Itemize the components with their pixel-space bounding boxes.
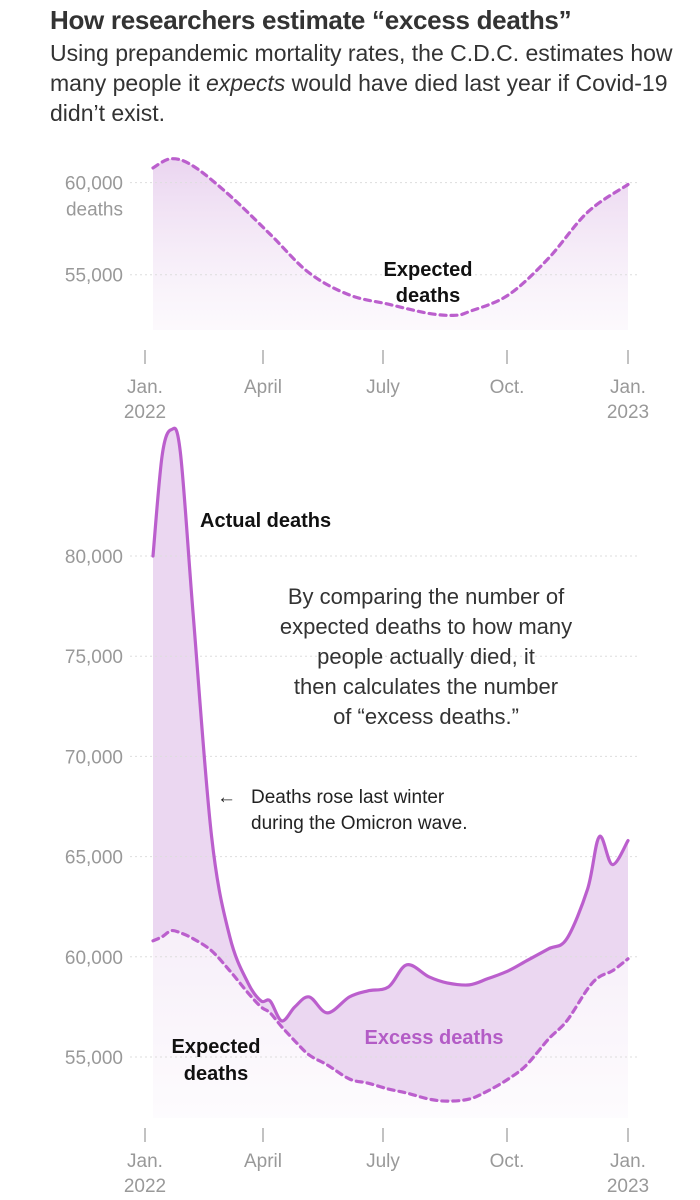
bottom-y-tick-label: 80,000	[65, 547, 123, 568]
subtitle-part-1: Using prepandemic mortality rates, the C…	[50, 40, 673, 96]
explanation-line: then calculates the number	[294, 674, 558, 699]
chart-subtitle: Using prepandemic mortality rates, the C…	[50, 38, 680, 128]
top-x-tick-label: Jan.	[610, 377, 646, 398]
explanation-line: expected deaths to how many	[280, 614, 572, 639]
top-x-tick-label: Oct.	[490, 377, 525, 398]
top-x-tick-label: April	[244, 377, 282, 398]
bottom-y-tick-label: 65,000	[65, 848, 123, 869]
bottom-x-tick-label: July	[366, 1151, 400, 1172]
bottom-expected-label: deaths	[184, 1063, 248, 1085]
top-y-tick-label: 60,000	[65, 174, 123, 195]
bottom-x-tick-label: April	[244, 1151, 282, 1172]
explanation-line: By comparing the number of	[288, 584, 565, 609]
bottom-x-tick-year: 2023	[607, 1176, 649, 1197]
bottom-y-tick-label: 60,000	[65, 948, 123, 969]
bottom-expected-label: Expected	[172, 1036, 261, 1058]
top-expected-area	[153, 158, 628, 330]
top-y-unit-label: deaths	[66, 200, 123, 221]
explanation-line: people actually died, it	[317, 644, 535, 669]
top-expected-label: Expected	[384, 259, 473, 281]
omicron-label: Deaths rose last winter	[251, 787, 445, 808]
omicron-arrow-icon: ←	[217, 787, 236, 808]
actual-vs-expected-chart: 55,000 60,000 65,000 70,000 75,000 80,000 Actu…	[65, 426, 649, 1197]
bottom-x-tick-label: Jan.	[127, 1151, 163, 1172]
bottom-expected-line	[151, 928, 630, 1103]
top-expected-line	[151, 157, 630, 317]
subtitle-part-2: would have died last year if Covid-19 di…	[50, 70, 668, 126]
bottom-x-tick-label: Jan.	[610, 1151, 646, 1172]
expected-deaths-chart: 55,000 60,000 deaths Expected deaths Jan. 2022…	[65, 157, 649, 423]
bottom-y-tick-label: 75,000	[65, 647, 123, 668]
top-x-tick-year: 2023	[607, 402, 649, 423]
subtitle-emphasis: expects	[205, 70, 286, 96]
actual-deaths-label: Actual deaths	[200, 510, 331, 532]
bottom-x-tick-year: 2022	[124, 1176, 166, 1197]
top-expected-label: deaths	[396, 285, 460, 307]
top-x-tick-label: July	[366, 377, 400, 398]
bottom-x-tick-label: Oct.	[490, 1151, 525, 1172]
top-y-tick-label: 55,000	[65, 266, 123, 287]
explanation-line: of “excess deaths.”	[333, 704, 519, 729]
bottom-y-tick-label: 55,000	[65, 1048, 123, 1069]
top-x-tick-year: 2022	[124, 402, 166, 423]
chart-title: How researchers estimate “excess deaths”	[50, 5, 572, 35]
top-x-tick-label: Jan.	[127, 377, 163, 398]
bottom-expected-area	[153, 930, 628, 1118]
omicron-label: during the Omicron wave.	[251, 813, 468, 834]
excess-deaths-label: Excess deaths	[365, 1027, 504, 1049]
bottom-actual-line	[151, 426, 630, 1023]
bottom-y-tick-label: 70,000	[65, 747, 123, 768]
